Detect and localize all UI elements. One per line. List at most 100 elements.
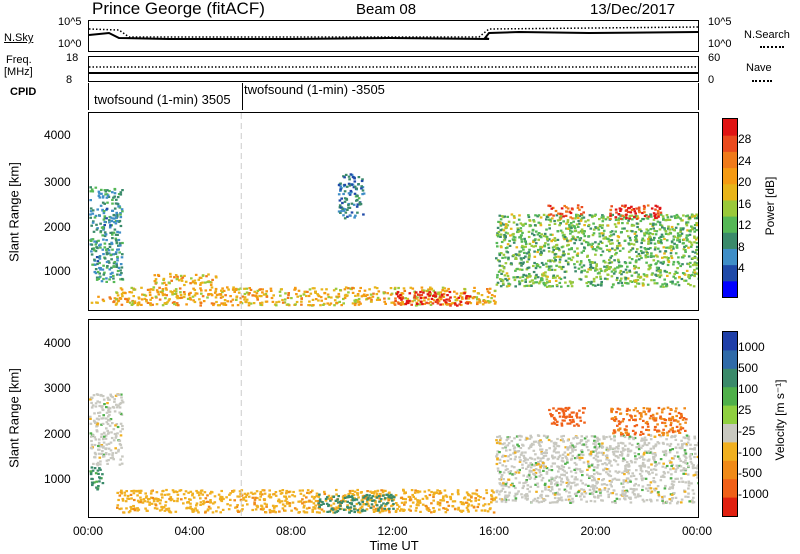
heatmap-cell <box>100 406 104 409</box>
heatmap-cell <box>554 255 557 259</box>
heatmap-cell <box>288 495 291 498</box>
heatmap-cell <box>326 496 329 499</box>
heatmap-cell <box>116 425 120 429</box>
heatmap-cell <box>491 499 495 502</box>
heatmap-cell <box>465 297 468 300</box>
heatmap-cell <box>130 303 134 306</box>
heatmap-cell <box>669 421 673 425</box>
heatmap-cell <box>141 501 145 504</box>
heatmap-cell <box>241 508 244 511</box>
heatmap-cell <box>649 254 653 257</box>
heatmap-cell <box>356 492 359 495</box>
heatmap-cell <box>657 442 661 445</box>
heatmap-cell <box>174 274 178 277</box>
heatmap-cell <box>155 507 159 510</box>
heatmap-cell <box>574 435 578 439</box>
heatmap-cell <box>488 287 492 290</box>
heatmap-cell <box>105 266 109 269</box>
heatmap-cell <box>526 475 529 478</box>
heatmap-cell <box>532 240 535 243</box>
heatmap-cell <box>563 419 566 422</box>
heatmap-cell <box>211 511 215 514</box>
heatmap-cell <box>236 504 239 507</box>
heatmap-cell <box>500 240 504 244</box>
heatmap-cell <box>578 237 582 240</box>
heatmap-cell <box>496 450 500 453</box>
heatmap-cell <box>278 489 282 493</box>
heatmap-cell <box>564 214 568 217</box>
heatmap-cell <box>563 488 567 491</box>
heatmap-cell <box>596 246 599 249</box>
heatmap-cell <box>181 276 185 279</box>
heatmap-cell <box>210 294 214 297</box>
heatmap-cell <box>608 267 611 271</box>
heatmap-cell <box>399 303 403 306</box>
heatmap-cell <box>92 247 96 250</box>
heatmap-cell <box>562 215 565 218</box>
heatmap-cell <box>98 266 101 270</box>
heatmap-cell <box>642 208 646 211</box>
heatmap-cell <box>660 233 664 236</box>
heatmap-cell <box>617 217 621 220</box>
heatmap-cell <box>383 297 386 300</box>
heatmap-cell <box>391 495 395 498</box>
heatmap-cell <box>629 501 633 504</box>
heatmap-cell <box>502 239 506 242</box>
heatmap-cell <box>548 265 551 268</box>
heatmap-cell <box>214 287 218 291</box>
heatmap-cell <box>621 459 625 463</box>
heatmap-cell <box>396 507 399 511</box>
heatmap-cell <box>498 451 501 454</box>
heatmap-cell <box>660 242 663 245</box>
heatmap-cell <box>679 469 683 472</box>
heatmap-cell <box>569 225 573 228</box>
heatmap-cell <box>680 445 684 448</box>
heatmap-cell <box>574 217 577 220</box>
heatmap-cell <box>454 299 458 302</box>
heatmap-cell <box>369 296 372 299</box>
cpid-text-1: twofsound (1-min) 3505 <box>94 92 231 107</box>
heatmap-cell <box>679 264 682 268</box>
heatmap-cell <box>330 296 333 299</box>
heatmap-cell <box>569 222 573 225</box>
heatmap-cell <box>607 493 610 496</box>
heatmap-cell <box>641 465 645 468</box>
power-panel <box>88 112 699 311</box>
heatmap-cell <box>621 214 624 217</box>
heatmap-cell <box>245 493 248 497</box>
heatmap-cell <box>359 286 362 290</box>
heatmap-cell <box>652 468 656 471</box>
heatmap-cell <box>90 443 94 446</box>
velocity-colorbar-swatch <box>723 460 737 480</box>
heatmap-cell <box>664 425 668 428</box>
heatmap-cell <box>113 400 116 403</box>
heatmap-cell <box>540 496 544 499</box>
heatmap-cell <box>456 304 459 307</box>
heatmap-cell <box>103 202 106 205</box>
heatmap-cell <box>162 506 166 509</box>
heatmap-cell <box>117 266 121 269</box>
heatmap-cell <box>136 302 140 305</box>
heatmap-cell <box>672 483 675 486</box>
heatmap-cell <box>526 260 529 263</box>
heatmap-cell <box>504 256 507 259</box>
heatmap-cell <box>475 493 479 496</box>
heatmap-cell <box>634 496 637 499</box>
heatmap-cell <box>578 442 582 445</box>
heatmap-cell <box>324 499 328 502</box>
heatmap-cell <box>356 194 359 197</box>
heatmap-cell <box>537 221 541 224</box>
heatmap-cell <box>636 278 640 281</box>
heatmap-cell <box>91 247 94 250</box>
heatmap-cell <box>226 286 229 289</box>
heatmap-cell <box>544 486 547 489</box>
heatmap-cell <box>179 274 183 277</box>
heatmap-cell <box>634 461 637 464</box>
heatmap-cell <box>448 290 452 294</box>
heatmap-cell <box>392 507 395 510</box>
heatmap-cell <box>364 495 367 498</box>
heatmap-cell <box>466 498 470 501</box>
heatmap-cell <box>504 235 507 238</box>
heatmap-cell <box>648 484 651 487</box>
heatmap-cell <box>338 507 342 511</box>
